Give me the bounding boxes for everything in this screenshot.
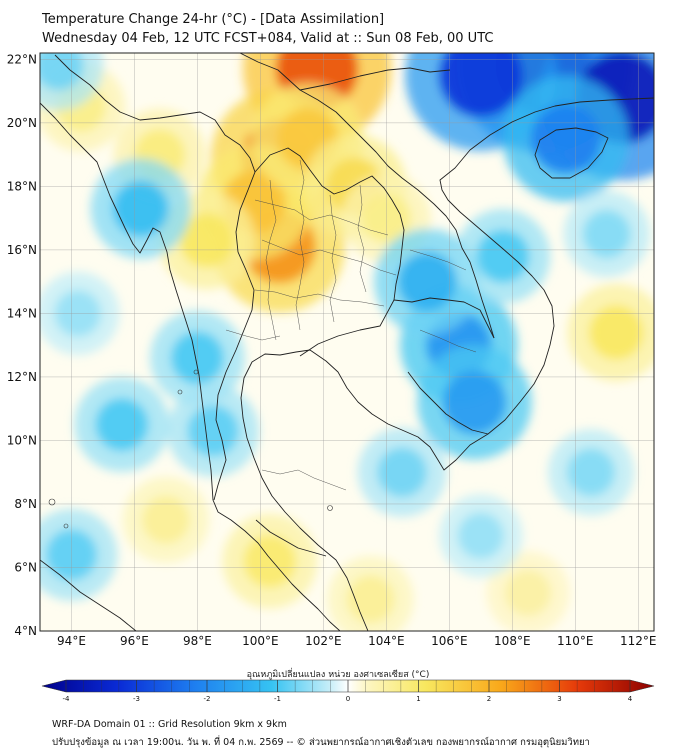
longitude-label: 106°E xyxy=(431,634,468,648)
latitude-label: 10°N xyxy=(7,433,37,447)
map-subtitle: Wednesday 04 Feb, 12 UTC FCST+084, Valid… xyxy=(42,31,494,46)
anomaly-core xyxy=(398,252,457,311)
credit-line: ปรับปรุงข้อมูล ณ เวลา 19:00น. วัน พ. ที่… xyxy=(52,737,590,748)
colorbar-tick-label: 1 xyxy=(416,695,420,703)
lat-lon-grid xyxy=(40,53,654,631)
anomaly-core xyxy=(95,398,148,451)
longitude-label: 112°E xyxy=(620,634,657,648)
anomaly-core xyxy=(113,180,169,237)
longitude-label: 94°E xyxy=(57,634,86,648)
map-title: Temperature Change 24-hr (°C) - [Data As… xyxy=(42,12,385,27)
longitude-label: 100°E xyxy=(242,634,279,648)
longitude-label: 96°E xyxy=(120,634,149,648)
latitude-label: 8°N xyxy=(14,497,37,511)
longitude-label: 110°E xyxy=(557,634,594,648)
islands xyxy=(48,369,333,529)
latitude-label: 14°N xyxy=(7,306,37,320)
colorbar-tick-label: 4 xyxy=(628,695,633,703)
longitude-label: 102°E xyxy=(305,634,342,648)
colorbar-ticks: -4 -3 -2 -1 0 1 2 3 4 xyxy=(63,680,633,703)
longitude-label: 98°E xyxy=(183,634,212,648)
longitude-label: 108°E xyxy=(494,634,531,648)
anomaly-core xyxy=(439,53,523,117)
anomaly-core xyxy=(567,448,615,496)
map-plot-area xyxy=(40,53,654,631)
thailand-cambodia-border xyxy=(299,297,495,357)
latitude-labels: 22°N 20°N 18°N 16°N 14°N 12°N 10°N 8°N 6°N 4°N xyxy=(7,52,37,638)
anomaly-core xyxy=(187,405,239,457)
anomaly-core xyxy=(377,447,427,497)
colorbar-tick-label: 2 xyxy=(487,695,491,703)
longitude-label: 104°E xyxy=(368,634,405,648)
anomaly-core xyxy=(243,535,296,588)
colorbar-tick-label: -3 xyxy=(133,695,140,703)
anomaly-core xyxy=(589,305,644,360)
latitude-label: 16°N xyxy=(7,243,37,257)
myanmar-border xyxy=(54,54,256,501)
coastlines-and-borders xyxy=(40,53,654,631)
anomaly-core xyxy=(583,210,631,258)
anomaly-core xyxy=(505,569,551,616)
china-border xyxy=(239,53,451,91)
laos-vietnam-border xyxy=(299,89,495,339)
colorbar-tick-label: -1 xyxy=(274,695,281,703)
map-frame xyxy=(39,52,655,632)
anomaly-core xyxy=(457,512,504,559)
anomaly-core xyxy=(346,575,395,623)
thailand-laos-border xyxy=(254,147,405,301)
anomaly-core xyxy=(142,496,190,544)
colorbar: -4 -3 -2 -1 0 1 2 3 4 xyxy=(41,679,655,703)
anomaly-core xyxy=(476,230,529,283)
anomaly-core xyxy=(180,213,234,268)
anomaly-core xyxy=(531,104,601,174)
latitude-label: 22°N xyxy=(7,52,37,66)
sumatra-coast xyxy=(40,559,137,631)
latitude-label: 12°N xyxy=(7,370,37,384)
anomaly-core xyxy=(40,53,84,91)
model-info: WRF-DA Domain 01 :: Grid Resolution 9km … xyxy=(52,719,287,730)
colorbar-tick-label: 0 xyxy=(346,695,350,703)
province-boundaries xyxy=(225,159,477,491)
latitude-label: 20°N xyxy=(7,116,37,130)
longitude-labels: 94°E 96°E 98°E 100°E 102°E 104°E 106°E 108°E 110… xyxy=(57,634,656,648)
latitude-label: 6°N xyxy=(14,560,37,574)
anomaly-core xyxy=(443,370,507,434)
colorbar-tick-label: -4 xyxy=(63,695,71,703)
latitude-label: 4°N xyxy=(14,624,37,638)
colorbar-label: อุณหภูมิเปลี่ยนแปลง หน่วย องศาเซลเซียส (… xyxy=(246,670,430,680)
cambodia-vietnam-border xyxy=(407,371,489,435)
colorbar-tick-label: -2 xyxy=(204,695,211,703)
hainan-coast xyxy=(534,127,609,179)
mainland-coastline xyxy=(40,102,341,631)
colorbar-tick-label: 3 xyxy=(557,695,561,703)
latitude-label: 18°N xyxy=(7,179,37,193)
gulf-of-thailand-coast xyxy=(240,97,654,631)
malaysia-thailand-border xyxy=(255,519,327,557)
